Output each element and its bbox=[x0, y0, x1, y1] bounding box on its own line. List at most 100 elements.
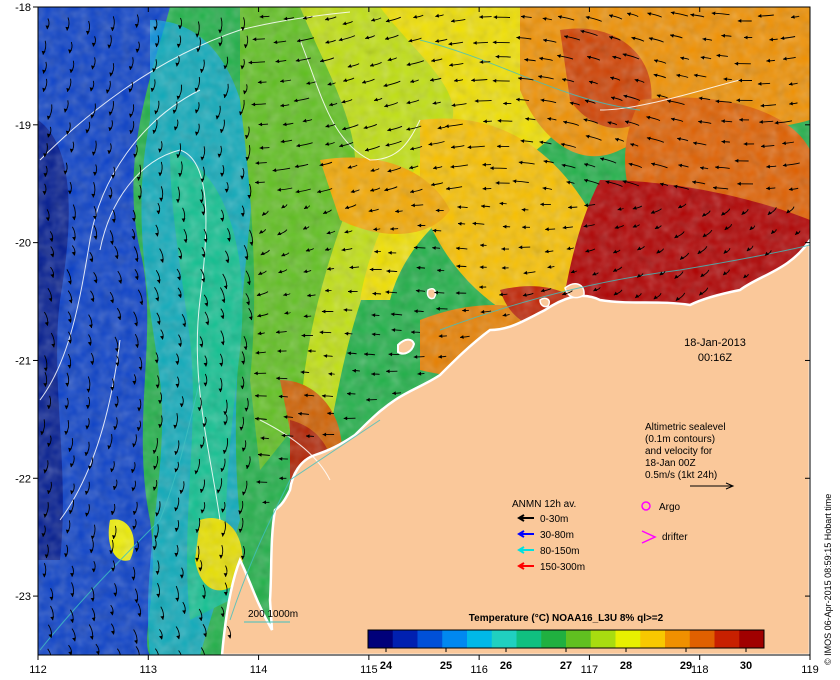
velocity-arrowhead bbox=[789, 101, 793, 106]
velocity-arrowhead bbox=[451, 19, 455, 23]
velocity-arrowhead bbox=[132, 380, 137, 385]
velocity-arrowhead bbox=[136, 427, 141, 431]
velocity-arrowhead bbox=[183, 239, 188, 243]
velocity-arrowhead bbox=[69, 148, 74, 153]
velocity-arrowhead bbox=[65, 382, 70, 387]
velocity-arrowhead bbox=[92, 215, 97, 220]
velocity-arrowhead bbox=[176, 95, 181, 100]
colorbar-tick-label: 28 bbox=[620, 660, 632, 672]
velocity-arrowhead bbox=[278, 457, 283, 461]
velocity-arrowhead bbox=[480, 243, 484, 248]
velocity-arrowhead bbox=[766, 186, 770, 191]
velocity-arrowhead bbox=[91, 65, 95, 70]
velocity-arrowhead bbox=[262, 500, 267, 505]
velocity-arrowhead bbox=[321, 394, 326, 398]
velocity-arrowhead bbox=[384, 103, 389, 108]
velocity-arrowhead bbox=[128, 88, 133, 93]
velocity-arrowhead bbox=[521, 207, 526, 212]
velocity-arrowhead bbox=[697, 250, 702, 254]
velocity-arrowhead bbox=[90, 361, 94, 365]
velocity-arrowhead bbox=[46, 133, 51, 138]
velocity-arrowhead bbox=[66, 88, 70, 92]
velocity-arrowhead bbox=[177, 276, 181, 281]
velocity-arrowhead bbox=[72, 216, 76, 221]
velocity-arrowhead bbox=[547, 117, 552, 121]
velocity-arrowhead bbox=[651, 162, 656, 167]
velocity-arrowhead bbox=[366, 397, 370, 402]
velocity-arrowhead bbox=[259, 145, 264, 150]
velocity-arrowhead bbox=[218, 42, 223, 47]
velocity-arrowhead bbox=[499, 201, 504, 206]
velocity-arrowhead bbox=[737, 19, 742, 23]
velocity-arrowhead bbox=[585, 134, 590, 139]
velocity-arrowhead bbox=[67, 339, 72, 344]
velocity-arrowhead bbox=[320, 58, 324, 63]
velocity-arrowhead bbox=[48, 634, 53, 638]
velocity-arrowhead bbox=[278, 394, 283, 399]
velocity-arrowhead bbox=[451, 145, 455, 149]
velocity-arrowhead bbox=[512, 179, 517, 184]
velocity-arrowhead bbox=[435, 208, 440, 213]
velocity-arrowhead bbox=[258, 271, 263, 275]
velocity-arrowhead bbox=[112, 535, 116, 539]
velocity-arrowhead bbox=[134, 548, 139, 552]
velocity-arrowhead bbox=[435, 39, 440, 43]
velocity-arrowhead bbox=[48, 297, 53, 302]
velocity-arrowhead bbox=[521, 14, 525, 19]
velocity-arrowhead bbox=[91, 193, 96, 198]
velocity-arrowhead bbox=[622, 53, 627, 57]
velocity-arrowhead bbox=[365, 35, 370, 40]
velocity-arrowhead bbox=[44, 554, 49, 559]
velocity-arrowhead bbox=[68, 299, 73, 304]
velocity-arrowhead bbox=[216, 489, 221, 494]
velocity-arrowhead bbox=[435, 13, 440, 18]
velocity-arrowhead bbox=[319, 330, 324, 335]
velocity-arrowhead bbox=[516, 97, 520, 102]
velocity-arrowhead bbox=[67, 364, 72, 369]
velocity-arrowhead bbox=[566, 246, 571, 251]
velocity-arrowhead bbox=[246, 301, 250, 306]
velocity-arrowhead bbox=[702, 233, 707, 237]
velocity-arrowhead bbox=[564, 35, 568, 39]
latitude-axis: -18 -19 -20 -21 -22 -23 bbox=[15, 2, 810, 603]
velocity-arrowhead bbox=[154, 359, 159, 364]
velocity-arrowhead bbox=[499, 292, 503, 297]
velocity-arrowhead bbox=[70, 618, 74, 623]
velocity-arrowhead bbox=[583, 224, 588, 228]
velocity-arrowhead bbox=[456, 264, 461, 269]
velocity-arrowhead bbox=[653, 295, 658, 300]
velocity-arrowhead bbox=[219, 554, 223, 559]
velocity-arrowhead bbox=[723, 271, 727, 275]
velocity-arrowhead bbox=[615, 137, 619, 142]
velocity-arrowhead bbox=[156, 593, 161, 598]
velocity-arrowhead bbox=[680, 255, 684, 260]
velocity-arrowhead bbox=[139, 301, 144, 305]
lon-tick-label: 114 bbox=[250, 664, 268, 676]
velocity-arrowhead bbox=[42, 573, 47, 578]
velocity-arrowhead bbox=[85, 30, 90, 35]
velocity-arrowhead bbox=[243, 346, 248, 350]
velocity-arrowhead bbox=[153, 26, 158, 31]
velocity-arrowhead bbox=[501, 266, 506, 270]
island bbox=[564, 283, 585, 299]
velocity-arrowhead bbox=[132, 510, 137, 515]
velocity-arrowhead bbox=[218, 29, 222, 34]
velocity-arrowhead bbox=[90, 535, 95, 540]
velocity-arrowhead bbox=[200, 156, 205, 161]
velocity-arrowhead bbox=[617, 207, 622, 211]
velocity-arrowhead bbox=[43, 513, 48, 518]
velocity-arrowhead bbox=[255, 416, 259, 421]
velocity-arrowhead bbox=[676, 73, 681, 78]
colorbar-cell bbox=[640, 630, 666, 648]
velocity-arrowhead bbox=[46, 405, 51, 409]
velocity-arrowhead bbox=[692, 180, 696, 185]
velocity-arrowhead bbox=[273, 40, 278, 45]
velocity-arrowhead bbox=[566, 180, 571, 185]
velocity-arrowhead bbox=[174, 552, 179, 557]
velocity-arrowhead bbox=[757, 81, 762, 86]
velocity-arrowhead bbox=[259, 229, 264, 234]
velocity-arrowhead bbox=[47, 490, 51, 494]
velocity-arrowhead bbox=[70, 573, 74, 577]
velocity-arrowhead bbox=[248, 316, 253, 321]
velocity-arrowhead bbox=[328, 372, 333, 376]
